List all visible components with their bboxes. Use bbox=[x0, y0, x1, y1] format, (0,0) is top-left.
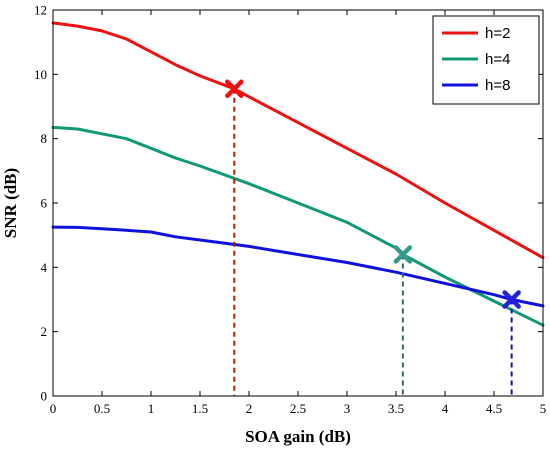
x-tick-label: 1 bbox=[148, 401, 155, 416]
x-axis-label: SOA gain (dB) bbox=[245, 427, 351, 446]
y-tick-label: 6 bbox=[41, 196, 48, 211]
y-tick-label: 12 bbox=[34, 3, 47, 18]
y-tick-label: 8 bbox=[41, 131, 48, 146]
x-tick-label: 2.5 bbox=[290, 401, 306, 416]
x-marker-h8 bbox=[502, 290, 521, 309]
x-tick-label: 4.5 bbox=[486, 401, 502, 416]
series-line-h4 bbox=[51, 125, 545, 327]
legend-label-h8: h=8 bbox=[485, 77, 510, 94]
x-tick-label: 5 bbox=[540, 401, 547, 416]
marker-layer bbox=[225, 79, 521, 396]
series-line-h8 bbox=[51, 225, 545, 308]
x-marker-h4 bbox=[393, 245, 413, 264]
y-tick-label: 2 bbox=[41, 324, 48, 339]
y-tick-label: 0 bbox=[41, 389, 48, 404]
x-tick-label: 4 bbox=[442, 401, 449, 416]
legend: h=2 h=4 h=8 bbox=[432, 15, 540, 105]
x-tick-label: 0.5 bbox=[94, 401, 110, 416]
x-tick-label: 3.5 bbox=[388, 401, 404, 416]
y-tick-label: 4 bbox=[41, 260, 48, 275]
x-tick-label: 2 bbox=[246, 401, 253, 416]
y-axis-label: SNR (dB) bbox=[1, 168, 20, 238]
x-tick-label: 3 bbox=[344, 401, 351, 416]
legend-label-h4: h=4 bbox=[485, 51, 510, 68]
x-marker-h2 bbox=[225, 79, 244, 99]
x-tick-label: 0 bbox=[50, 401, 57, 416]
x-tick-label: 1.5 bbox=[192, 401, 208, 416]
axis-ticks: 0 0.5 1 1.5 2 2.5 3 3.5 4 4.5 5 0 2 4 6 8 10 12 bbox=[34, 3, 546, 417]
y-tick-label: 10 bbox=[34, 67, 47, 82]
legend-label-h2: h=2 bbox=[485, 25, 510, 42]
